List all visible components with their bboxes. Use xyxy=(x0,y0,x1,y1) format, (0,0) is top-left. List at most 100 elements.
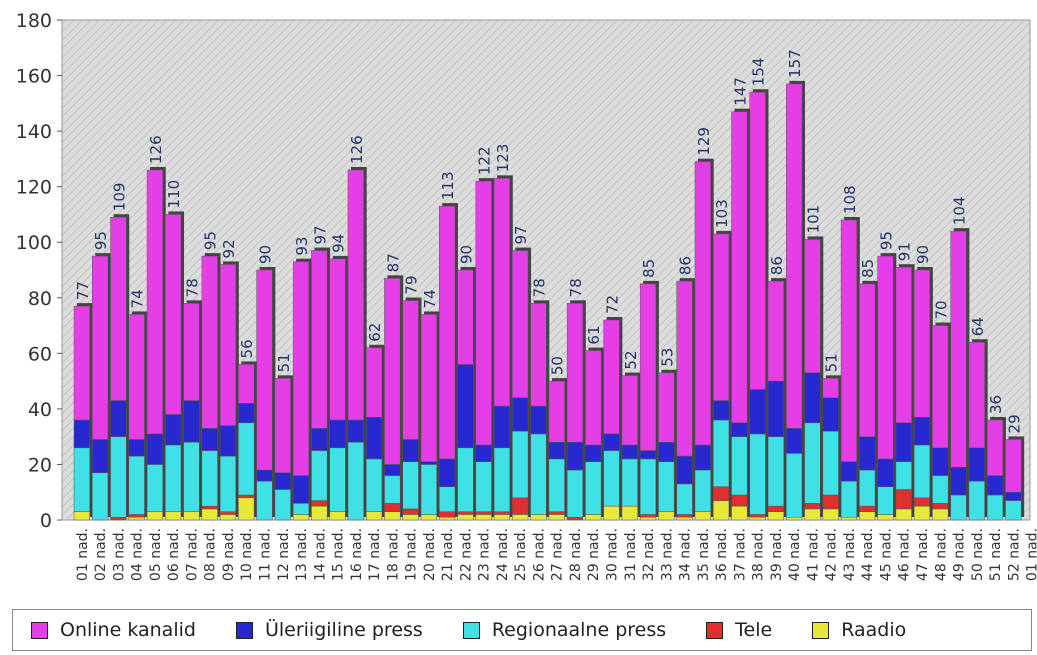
x-tick-label: 05 nad. xyxy=(148,528,164,581)
bar-segment--leriigiline-press xyxy=(493,405,511,449)
bar-segment-tele xyxy=(512,497,529,515)
bar-segment-tele xyxy=(457,511,474,515)
bar-segment-raadio xyxy=(402,514,419,521)
bar-segment-regionaalne-press xyxy=(530,433,547,515)
bar-segment-tele xyxy=(804,503,821,510)
bar-segment-online-kanalid xyxy=(968,341,985,449)
bar-segment-regionaalne-press xyxy=(986,494,1004,521)
bar-segment--leriigiline-press xyxy=(110,400,127,437)
bar-segment-regionaalne-press xyxy=(457,447,474,512)
bar-stack xyxy=(877,253,897,521)
bar-segment-tele xyxy=(676,514,693,518)
bar-segment--leriigiline-press xyxy=(950,466,967,496)
bar-segment-regionaalne-press xyxy=(292,503,310,515)
bar-total-label: 70 xyxy=(932,300,950,319)
bar-total-label: 78 xyxy=(567,278,585,297)
bar-segment-online-kanalid xyxy=(165,214,182,415)
bar-segment-online-kanalid xyxy=(932,325,949,449)
bar-segment-online-kanalid xyxy=(292,261,310,476)
bar-segment--leriigiline-press xyxy=(201,428,218,451)
bar-segment-online-kanalid xyxy=(895,266,912,424)
bar-stack xyxy=(932,322,952,521)
x-tick-label: 46 nad. xyxy=(897,528,913,581)
x-tick-label: 17 nad. xyxy=(367,528,383,581)
bar-segment--leriigiline-press xyxy=(968,447,985,482)
bar-total-label: 77 xyxy=(74,281,92,300)
bar-segment--leriigiline-press xyxy=(859,436,876,471)
x-tick-label: 22 nad. xyxy=(458,528,474,581)
legend-swatch xyxy=(706,621,724,639)
bar-segment-raadio xyxy=(712,500,730,521)
y-tick-label: 40 xyxy=(28,399,52,421)
bar-total-label: 90 xyxy=(256,245,274,264)
legend: Online kanalid Üleriigiline press Regionaa… xyxy=(12,609,1032,651)
bar-segment-regionaalne-press xyxy=(420,464,437,515)
bar-segment-online-kanalid xyxy=(585,350,602,446)
bar-segment-online-kanalid xyxy=(694,161,711,446)
bar-segment-raadio xyxy=(530,514,547,521)
bar-segment--leriigiline-press xyxy=(219,425,237,457)
x-tick-label: 50 nad. xyxy=(970,528,986,581)
bar-segment-raadio xyxy=(658,511,675,521)
bar-segment-tele xyxy=(913,497,931,507)
bar-segment-regionaalne-press xyxy=(859,469,876,507)
bar-total-label: 113 xyxy=(439,171,457,200)
x-tick-label: 36 nad. xyxy=(714,528,730,581)
x-tick-label: 37 nad. xyxy=(732,528,748,581)
bar-segment-tele xyxy=(219,511,237,515)
x-tick-label: 15 nad. xyxy=(331,528,347,581)
bar-total-label: 53 xyxy=(658,348,676,367)
bar-stack xyxy=(329,255,349,521)
bar-segment--leriigiline-press xyxy=(1005,491,1022,501)
bar-stack xyxy=(238,361,258,521)
bar-segment-regionaalne-press xyxy=(804,422,821,504)
bar-stack xyxy=(475,178,495,521)
bar-stack xyxy=(110,214,130,521)
x-tick-label: 44 nad. xyxy=(860,528,876,581)
x-tick-label: 30 nad. xyxy=(605,528,621,581)
bar-total-label: 51 xyxy=(823,353,841,372)
bar-segment--leriigiline-press xyxy=(913,416,931,446)
bar-segment-online-kanalid xyxy=(566,303,584,443)
bar-segment-raadio xyxy=(548,514,565,521)
y-tick-label: 120 xyxy=(16,177,52,199)
bar-total-label: 94 xyxy=(330,234,348,253)
bar-stack xyxy=(950,228,970,521)
x-tick-label: 35 nad. xyxy=(696,528,712,581)
bar-segment-online-kanalid xyxy=(311,250,328,429)
bar-segment-raadio xyxy=(128,516,145,521)
bar-stack xyxy=(822,375,842,521)
bar-segment--leriigiline-press xyxy=(439,458,456,487)
x-tick-label: 52 nad. xyxy=(1006,528,1022,581)
bar-segment-raadio xyxy=(475,514,492,521)
x-tick-label: 12 nad. xyxy=(276,528,292,581)
bar-segment-regionaalne-press xyxy=(512,430,529,499)
legend-swatch xyxy=(31,621,48,639)
bar-segment--leriigiline-press xyxy=(311,428,328,451)
bar-segment--leriigiline-press xyxy=(274,472,291,490)
bar-segment-raadio xyxy=(822,508,839,521)
bar-stack xyxy=(512,247,532,521)
bar-segment-online-kanalid xyxy=(767,280,784,382)
legend-item: Üleriigiline press xyxy=(235,619,423,641)
bar-total-label: 95 xyxy=(877,231,895,250)
bar-stack xyxy=(694,158,714,521)
bar-segment-online-kanalid xyxy=(347,169,364,421)
bar-stack xyxy=(384,275,404,521)
y-tick-label: 160 xyxy=(16,66,52,88)
legend-label: Regionaalne press xyxy=(491,619,667,641)
bar-total-label: 61 xyxy=(585,325,603,344)
bar-stack xyxy=(92,253,111,521)
bar-segment-raadio xyxy=(292,514,310,521)
bar-segment-regionaalne-press xyxy=(621,458,638,507)
bar-segment-raadio xyxy=(639,516,657,521)
bar-segment-regionaalne-press xyxy=(110,436,127,518)
x-tick-label: 26 nad. xyxy=(531,528,547,581)
bar-segment-tele xyxy=(749,514,766,518)
bar-total-label: 86 xyxy=(768,256,786,275)
bar-total-label: 62 xyxy=(366,323,384,342)
bar-stack xyxy=(530,300,550,521)
legend-label: Online kanalid xyxy=(60,619,196,641)
bar-segment--leriigiline-press xyxy=(347,419,364,443)
bar-segment-online-kanalid xyxy=(128,314,145,440)
